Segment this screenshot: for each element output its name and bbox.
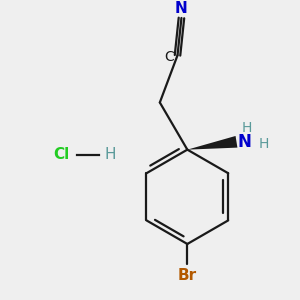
Text: H: H: [105, 147, 116, 162]
Text: H: H: [242, 121, 253, 135]
Text: Br: Br: [178, 268, 197, 283]
Text: H: H: [259, 137, 269, 151]
Polygon shape: [187, 136, 237, 150]
Text: N: N: [237, 133, 251, 151]
Text: C: C: [164, 50, 173, 64]
Text: N: N: [175, 1, 188, 16]
Text: Cl: Cl: [53, 147, 70, 162]
